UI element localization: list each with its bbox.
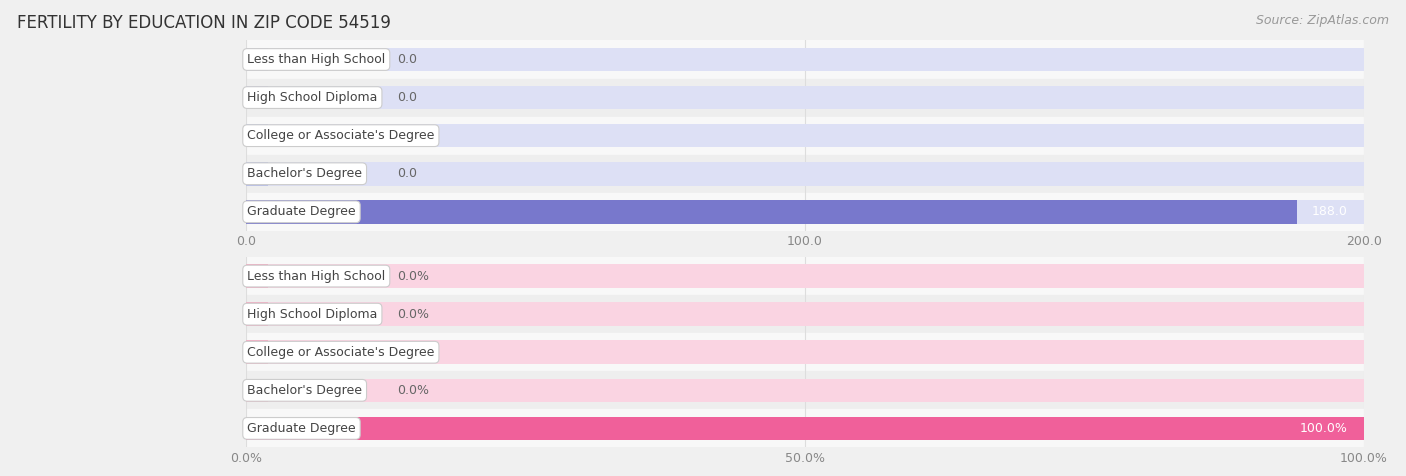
Text: Graduate Degree: Graduate Degree <box>247 422 356 435</box>
Text: 100.0%: 100.0% <box>1299 422 1347 435</box>
Bar <box>246 86 1364 109</box>
Bar <box>246 416 1364 440</box>
Text: Graduate Degree: Graduate Degree <box>247 205 356 218</box>
Bar <box>246 124 269 148</box>
Bar <box>246 295 1364 333</box>
Text: 188.0: 188.0 <box>1312 205 1347 218</box>
Bar <box>246 302 1364 326</box>
Bar <box>246 48 1364 71</box>
Bar <box>246 193 1364 231</box>
Text: 0.0: 0.0 <box>396 91 418 104</box>
Bar <box>246 264 269 288</box>
Bar <box>246 162 1364 186</box>
Bar <box>246 40 1364 79</box>
Text: Less than High School: Less than High School <box>247 53 385 66</box>
Bar <box>246 86 269 109</box>
Text: Source: ZipAtlas.com: Source: ZipAtlas.com <box>1256 14 1389 27</box>
Text: FERTILITY BY EDUCATION IN ZIP CODE 54519: FERTILITY BY EDUCATION IN ZIP CODE 54519 <box>17 14 391 32</box>
Bar <box>246 257 1364 295</box>
Text: 0.0%: 0.0% <box>396 269 429 283</box>
Text: 0.0: 0.0 <box>396 53 418 66</box>
Bar <box>246 79 1364 117</box>
Text: High School Diploma: High School Diploma <box>247 307 378 321</box>
Bar <box>246 124 1364 148</box>
Text: Bachelor's Degree: Bachelor's Degree <box>247 167 363 180</box>
Bar <box>246 162 269 186</box>
Text: College or Associate's Degree: College or Associate's Degree <box>247 129 434 142</box>
Bar <box>246 200 1364 224</box>
Text: High School Diploma: High School Diploma <box>247 91 378 104</box>
Bar <box>246 371 1364 409</box>
Text: Less than High School: Less than High School <box>247 269 385 283</box>
Bar <box>246 333 1364 371</box>
Bar <box>246 302 269 326</box>
Bar <box>246 264 1364 288</box>
Bar <box>246 48 269 71</box>
Text: College or Associate's Degree: College or Associate's Degree <box>247 346 434 359</box>
Bar <box>246 416 1364 440</box>
Text: Bachelor's Degree: Bachelor's Degree <box>247 384 363 397</box>
Text: 0.0%: 0.0% <box>396 307 429 321</box>
Bar <box>246 378 1364 402</box>
Text: 0.0: 0.0 <box>396 167 418 180</box>
Text: 0.0: 0.0 <box>396 129 418 142</box>
Bar <box>246 200 1296 224</box>
Bar <box>246 117 1364 155</box>
Bar <box>246 155 1364 193</box>
Text: 0.0%: 0.0% <box>396 346 429 359</box>
Text: 0.0%: 0.0% <box>396 384 429 397</box>
Bar <box>246 378 269 402</box>
Bar <box>246 340 1364 364</box>
Bar <box>246 409 1364 447</box>
Bar <box>246 340 269 364</box>
